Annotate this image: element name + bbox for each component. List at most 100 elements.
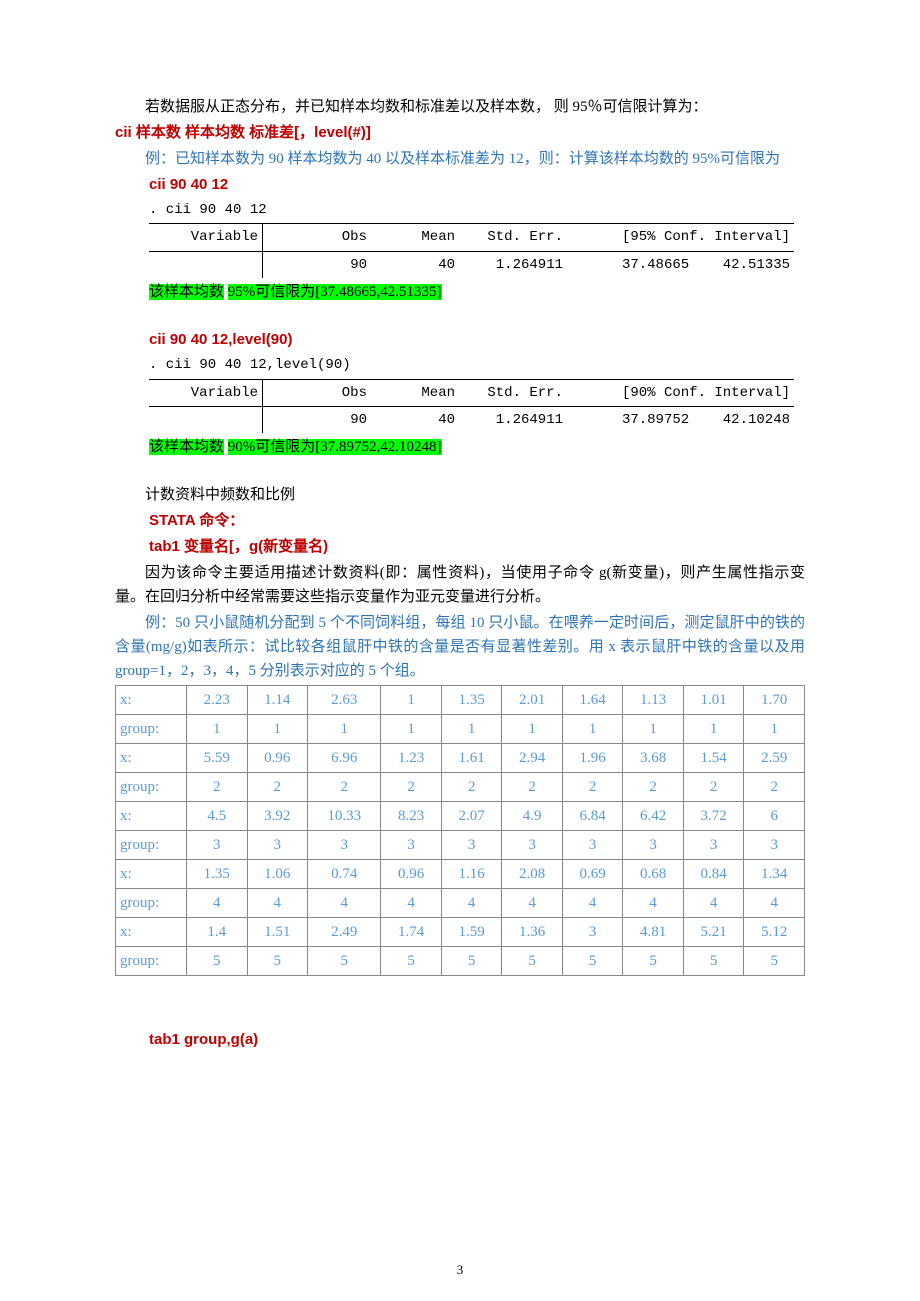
col-ci: [90% Conf. Interval] [567, 379, 794, 406]
data-cell: 2 [247, 773, 308, 802]
col-variable: Variable [149, 224, 263, 251]
data-cell: 5.59 [187, 744, 248, 773]
data-cell: 5 [381, 947, 442, 976]
data-cell: 2 [381, 773, 442, 802]
data-cell: 2 [441, 773, 502, 802]
col-ci: [95% Conf. Interval] [567, 224, 794, 251]
data-cell: 1 [502, 715, 563, 744]
data-cell: 1.4 [187, 918, 248, 947]
data-cell: 4 [744, 889, 805, 918]
data-cell: 1.01 [683, 686, 744, 715]
data-cell: 1.96 [562, 744, 623, 773]
data-cell: 5 [623, 947, 684, 976]
val-mean: 40 [371, 406, 459, 433]
data-cell: 2 [502, 773, 563, 802]
data-cell: 2 [308, 773, 381, 802]
data-cell: 1.74 [381, 918, 442, 947]
data-cell: 2.08 [502, 860, 563, 889]
data-cell: 3 [623, 831, 684, 860]
page: 若数据服从正态分布，并已知样本均数和标准差以及样本数， 则 95％可信限计算为：… [0, 0, 920, 1301]
data-cell: 1.51 [247, 918, 308, 947]
data-cell: 1 [744, 715, 805, 744]
data-cell: 1 [623, 715, 684, 744]
data-cell: 5 [562, 947, 623, 976]
row-label: group: [116, 889, 187, 918]
data-cell: 4.5 [187, 802, 248, 831]
result2a: 该样本均数 [149, 439, 224, 455]
val-se: 1.264911 [459, 251, 567, 278]
para2: 因为该命令主要适用描述计数资料(即：属性资料)，当使用子命令 g(新变量)，则产… [115, 561, 805, 609]
example2: 例：50 只小鼠随机分配到 5 个不同饲料组，每组 10 只小鼠。在喂养一定时间… [115, 611, 805, 683]
data-cell: 1.06 [247, 860, 308, 889]
row-label: x: [116, 686, 187, 715]
data-cell: 4 [502, 889, 563, 918]
data-cell: 1 [562, 715, 623, 744]
data-cell: 4 [308, 889, 381, 918]
data-cell: 5 [744, 947, 805, 976]
data-cell: 0.96 [381, 860, 442, 889]
result1a: 该样本均数 [149, 284, 224, 300]
data-cell: 1.54 [683, 744, 744, 773]
data-cell: 4 [683, 889, 744, 918]
data-cell: 3 [381, 831, 442, 860]
col-mean: Mean [371, 224, 459, 251]
data-cell: 4 [187, 889, 248, 918]
data-cell: 1.16 [441, 860, 502, 889]
col-se: Std. Err. [459, 379, 567, 406]
data-cell: 0.68 [623, 860, 684, 889]
col-variable: Variable [149, 379, 263, 406]
echo2: . cii 90 40 12,level(90) [149, 354, 805, 376]
val-lo: 37.48665 [622, 257, 689, 273]
data-cell: 5 [187, 947, 248, 976]
cmd3: tab1 group,g(a) [149, 1028, 805, 1052]
data-cell: 1 [381, 715, 442, 744]
val-obs: 90 [263, 406, 372, 433]
data-cell: 2.49 [308, 918, 381, 947]
echo1: . cii 90 40 12 [149, 199, 805, 221]
data-cell: 2.63 [308, 686, 381, 715]
page-number: 3 [0, 1260, 920, 1281]
data-cell: 1 [308, 715, 381, 744]
col-obs: Obs [263, 224, 372, 251]
example1: 例：已知样本数为 90 样本均数为 40 以及样本标准差为 12，则：计算该样本… [115, 147, 805, 171]
col-mean: Mean [371, 379, 459, 406]
data-cell: 6 [744, 802, 805, 831]
data-cell: 0.69 [562, 860, 623, 889]
section2: 计数资料中频数和比例 [115, 483, 805, 507]
data-cell: 6.96 [308, 744, 381, 773]
data-cell: 4 [381, 889, 442, 918]
data-cell: 1.13 [623, 686, 684, 715]
data-cell: 3 [502, 831, 563, 860]
data-cell: 5 [683, 947, 744, 976]
data-cell: 1 [381, 686, 442, 715]
data-cell: 4 [623, 889, 684, 918]
data-cell: 6.84 [562, 802, 623, 831]
data-cell: 3.68 [623, 744, 684, 773]
data-cell: 3 [441, 831, 502, 860]
data-cell: 1.36 [502, 918, 563, 947]
col-obs: Obs [263, 379, 372, 406]
row-label: x: [116, 802, 187, 831]
data-cell: 4.9 [502, 802, 563, 831]
data-cell: 1 [683, 715, 744, 744]
data-cell: 3 [187, 831, 248, 860]
data-cell: 1.35 [187, 860, 248, 889]
data-cell: 3 [562, 831, 623, 860]
data-cell: 4.81 [623, 918, 684, 947]
data-cell: 1.23 [381, 744, 442, 773]
val-lo: 37.89752 [622, 412, 689, 428]
data-cell: 4 [247, 889, 308, 918]
val-hi: 42.51335 [723, 257, 790, 273]
data-cell: 2.01 [502, 686, 563, 715]
run1: cii 90 40 12 [149, 173, 805, 197]
data-cell: 4 [441, 889, 502, 918]
data-cell: 1.34 [744, 860, 805, 889]
data-cell: 1.61 [441, 744, 502, 773]
row-label: group: [116, 831, 187, 860]
data-cell: 8.23 [381, 802, 442, 831]
data-cell: 2.94 [502, 744, 563, 773]
data-cell: 1.64 [562, 686, 623, 715]
data-cell: 5.21 [683, 918, 744, 947]
data-cell: 3.92 [247, 802, 308, 831]
data-cell: 0.74 [308, 860, 381, 889]
